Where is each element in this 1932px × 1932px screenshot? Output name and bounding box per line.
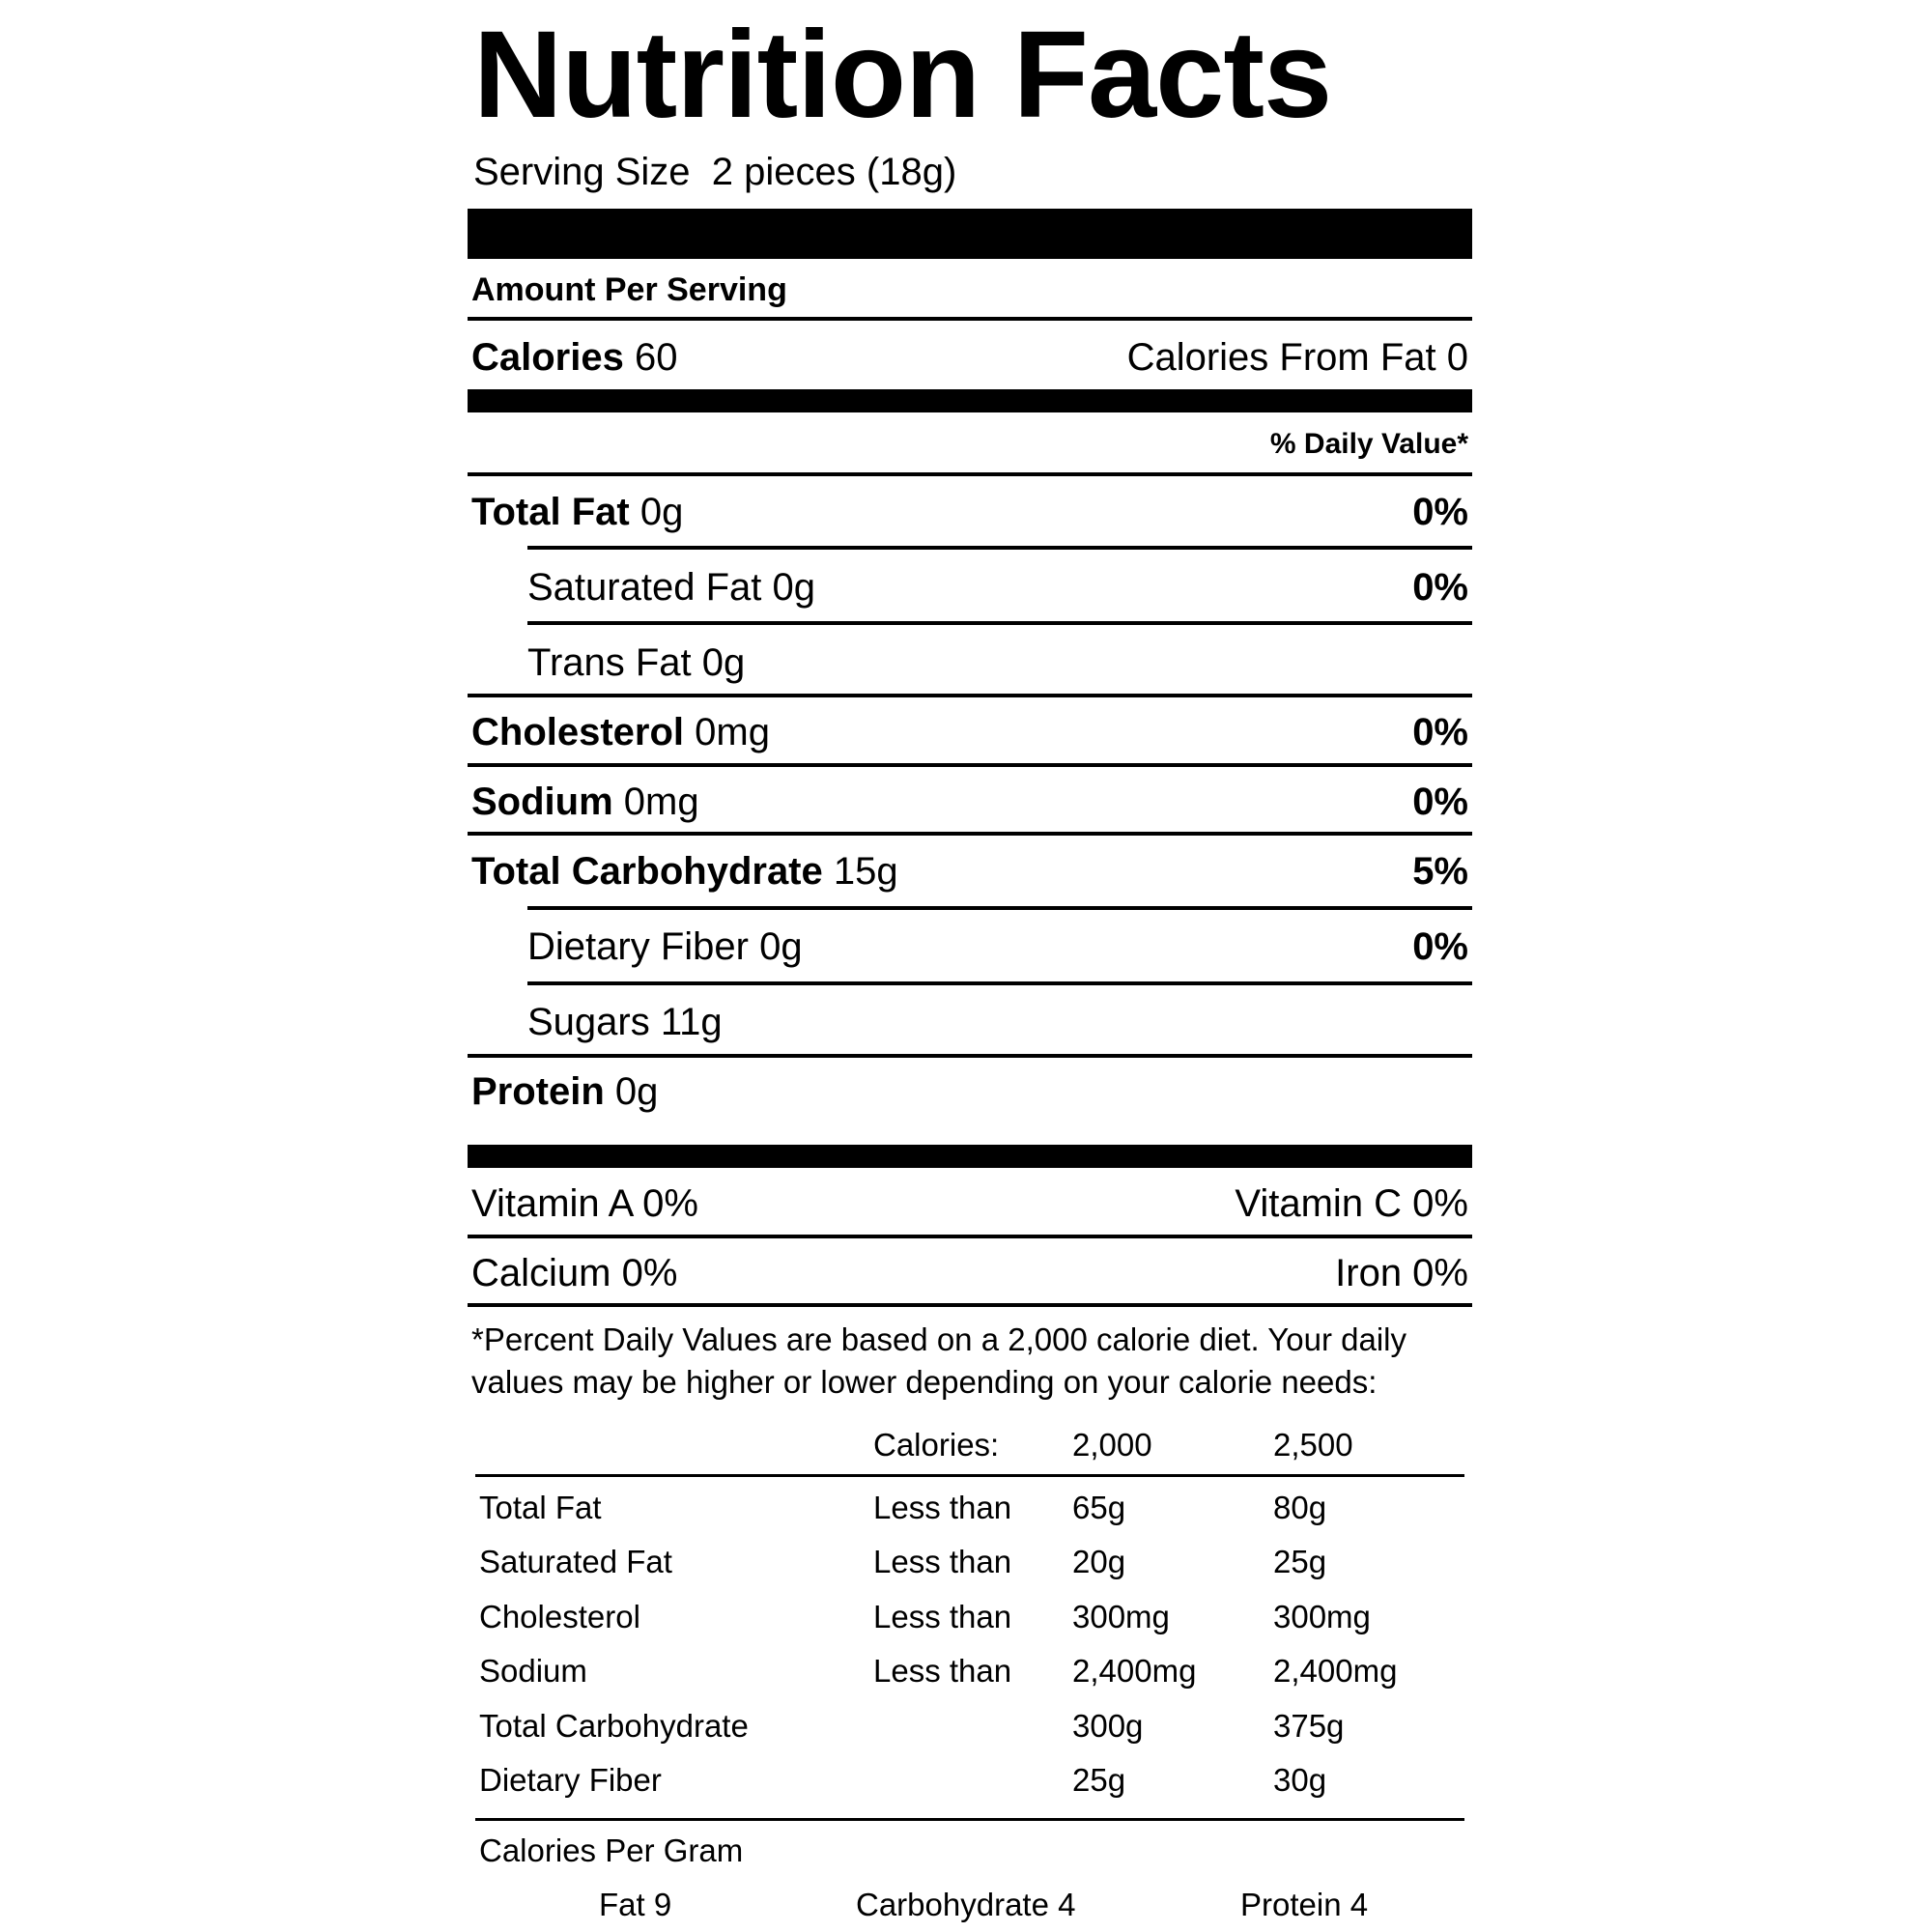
label-title: Nutrition Facts <box>473 6 1332 144</box>
ref-col1: 300mg <box>1072 1599 1170 1634</box>
nutrient-row-cholesterol: Cholesterol 0mg <box>471 713 770 752</box>
divider <box>468 472 1472 476</box>
nutrient-label: Sodium <box>471 781 613 823</box>
divider <box>475 1818 1464 1821</box>
nutrient-label: Trans Fat <box>527 641 692 684</box>
nutrient-row-sugars: Sugars 11g <box>527 1003 723 1041</box>
medium-divider <box>468 389 1472 412</box>
ref-nutrient: Saturated Fat <box>479 1544 672 1579</box>
medium-divider <box>468 1145 1472 1168</box>
nutrient-amount: 0mg <box>695 711 770 753</box>
nutrient-dv: 0% <box>1412 781 1468 823</box>
nutrient-dv: 0% <box>1412 711 1468 753</box>
calories-per-gram-label: Calories Per Gram <box>479 1833 744 1868</box>
nutrient-amount: 0g <box>639 491 684 533</box>
divider <box>527 906 1472 910</box>
calories-from-fat: Calories From Fat 0 <box>1127 338 1468 377</box>
nutrient-row-sodium: Sodium 0mg <box>471 782 699 821</box>
calories-value: 60 <box>634 336 678 379</box>
nutrient-row-dietary-fiber: Dietary Fiber 0g <box>527 927 803 966</box>
nutrient-row-total-fat: Total Fat 0g <box>471 493 683 531</box>
calories-per-gram-protein: Protein 4 <box>1240 1887 1369 1922</box>
nutrient-amount: 0g <box>772 566 816 609</box>
nutrient-dv: 0% <box>1412 491 1468 533</box>
ref-nutrient: Sodium <box>479 1653 587 1689</box>
amount-per-serving: Amount Per Serving <box>471 271 787 308</box>
ref-nutrient: Total Carbohydrate <box>479 1708 749 1744</box>
ref-col2: 80g <box>1273 1490 1327 1525</box>
nutrient-label: Total Fat <box>471 491 630 533</box>
nutrient-dv: 5% <box>1412 850 1468 893</box>
divider <box>468 317 1472 321</box>
calories-per-gram-fat: Fat 9 <box>599 1887 672 1922</box>
serving-size-label: Serving Size <box>473 151 691 193</box>
ref-nutrient: Total Fat <box>479 1490 602 1525</box>
calories-from-fat-value: 0 <box>1446 336 1468 379</box>
vitamin-a: Vitamin A 0% <box>471 1182 698 1225</box>
nutrient-row-protein: Protein 0g <box>471 1072 658 1111</box>
ref-col1: 300g <box>1072 1708 1144 1744</box>
ref-col1: 25g <box>1072 1762 1126 1798</box>
nutrient-row-total-carbohydrate: Total Carbohydrate 15g <box>471 852 898 891</box>
ref-col2: 30g <box>1273 1762 1327 1798</box>
nutrient-label: Saturated Fat <box>527 566 762 609</box>
serving-size: Serving Size 2 pieces (18g) <box>473 153 956 191</box>
divider <box>527 621 1472 625</box>
ref-col1: 2,400mg <box>1072 1653 1197 1689</box>
nutrient-dv: 0% <box>1412 566 1468 609</box>
nutrient-amount: 0g <box>614 1070 659 1113</box>
ref-nutrient: Dietary Fiber <box>479 1762 662 1798</box>
ref-col2: 375g <box>1273 1708 1345 1744</box>
ref-col1: 65g <box>1072 1490 1126 1525</box>
nutrient-label: Protein <box>471 1070 605 1113</box>
divider <box>527 546 1472 550</box>
nutrient-amount: 0g <box>701 641 746 684</box>
ref-col2: 2,400mg <box>1273 1653 1398 1689</box>
daily-value-header: % Daily Value* <box>1269 428 1468 460</box>
serving-size-value: 2 pieces (18g) <box>711 151 957 193</box>
ref-col2: 300mg <box>1273 1599 1371 1634</box>
nutrient-label: Dietary Fiber <box>527 925 749 968</box>
divider <box>475 1474 1464 1477</box>
ref-col2: 25g <box>1273 1544 1327 1579</box>
ref-qualifier: Less than <box>873 1653 1012 1689</box>
calories-from-fat-label: Calories From Fat <box>1126 336 1436 379</box>
nutrient-amount: 11g <box>660 1001 723 1043</box>
nutrient-amount: 0g <box>759 925 803 968</box>
calories-per-gram-carbohydrate: Carbohydrate 4 <box>856 1887 1076 1922</box>
calories-row: Calories 60 <box>471 338 677 377</box>
nutrient-row-trans-fat: Trans Fat 0g <box>527 643 745 682</box>
divider <box>468 1235 1472 1238</box>
divider <box>527 981 1472 985</box>
vitamin-c: Vitamin C 0% <box>1235 1182 1468 1225</box>
nutrient-row-saturated-fat: Saturated Fat 0g <box>527 568 815 607</box>
footnote-line-2: values may be higher or lower depending … <box>471 1364 1378 1400</box>
ref-calories-label: Calories: <box>873 1427 1000 1463</box>
nutrient-dv: 0% <box>1412 925 1468 968</box>
ref-qualifier: Less than <box>873 1599 1012 1634</box>
nutrient-label: Sugars <box>527 1001 650 1043</box>
nutrient-amount: 0mg <box>623 781 699 823</box>
calcium: Calcium 0% <box>471 1252 678 1294</box>
ref-qualifier: Less than <box>873 1544 1012 1579</box>
divider <box>468 1054 1472 1058</box>
nutrient-label: Total Carbohydrate <box>471 850 823 893</box>
nutrient-amount: 15g <box>833 850 898 893</box>
divider <box>468 832 1472 836</box>
ref-col1: 20g <box>1072 1544 1126 1579</box>
divider <box>468 763 1472 767</box>
ref-col2-header: 2,500 <box>1273 1427 1353 1463</box>
footnote-line-1: *Percent Daily Values are based on a 2,0… <box>471 1321 1407 1357</box>
divider <box>468 1303 1472 1307</box>
ref-qualifier: Less than <box>873 1490 1012 1525</box>
nutrient-label: Cholesterol <box>471 711 685 753</box>
calories-label: Calories <box>471 336 624 379</box>
ref-col1-header: 2,000 <box>1072 1427 1152 1463</box>
iron: Iron 0% <box>1335 1252 1468 1294</box>
nutrition-facts-label: Nutrition Facts Serving Size 2 pieces (1… <box>468 0 1472 1932</box>
thick-divider-top <box>468 209 1472 259</box>
ref-nutrient: Cholesterol <box>479 1599 640 1634</box>
divider <box>468 694 1472 697</box>
